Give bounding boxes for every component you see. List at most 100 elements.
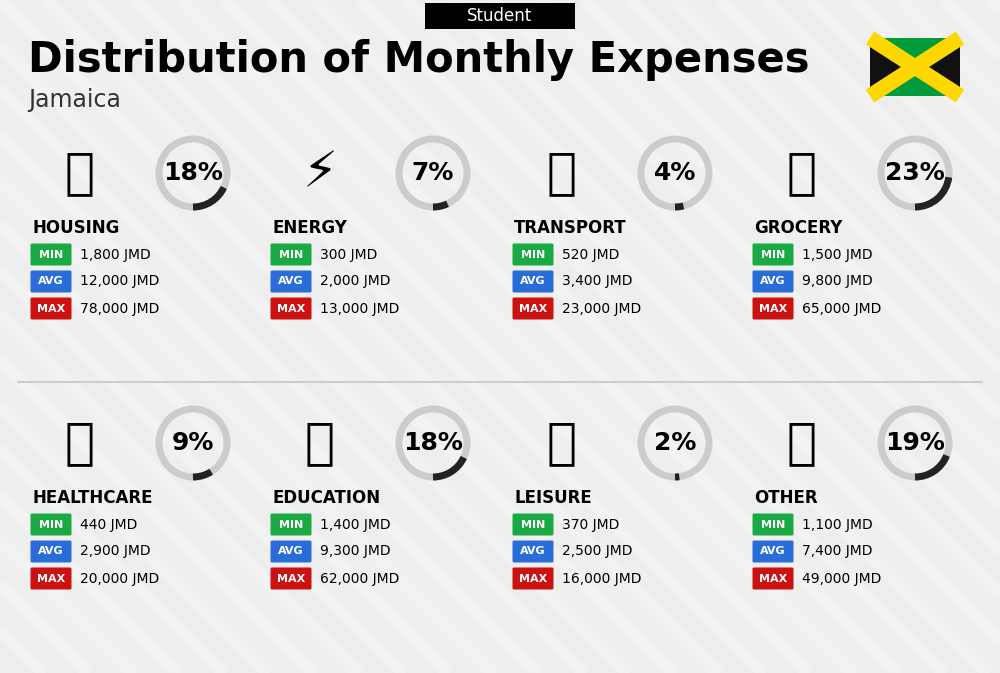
Text: MIN: MIN xyxy=(521,250,545,260)
Text: 23%: 23% xyxy=(885,161,945,185)
Text: 4%: 4% xyxy=(654,161,696,185)
FancyBboxPatch shape xyxy=(270,297,312,320)
FancyBboxPatch shape xyxy=(512,567,554,590)
Polygon shape xyxy=(870,67,960,96)
Text: Jamaica: Jamaica xyxy=(28,88,121,112)
Text: MAX: MAX xyxy=(759,304,787,314)
Text: OTHER: OTHER xyxy=(754,489,818,507)
Text: 520 JMD: 520 JMD xyxy=(562,248,619,262)
FancyBboxPatch shape xyxy=(753,513,794,536)
Text: 12,000 JMD: 12,000 JMD xyxy=(80,275,159,289)
Text: HEALTHCARE: HEALTHCARE xyxy=(32,489,152,507)
FancyBboxPatch shape xyxy=(753,297,794,320)
Text: 9%: 9% xyxy=(172,431,214,455)
Text: 65,000 JMD: 65,000 JMD xyxy=(802,302,881,316)
Text: ENERGY: ENERGY xyxy=(272,219,347,237)
Text: TRANSPORT: TRANSPORT xyxy=(514,219,627,237)
Text: 49,000 JMD: 49,000 JMD xyxy=(802,571,881,586)
Polygon shape xyxy=(870,38,960,67)
Text: 🎓: 🎓 xyxy=(305,419,335,467)
Text: MIN: MIN xyxy=(39,250,63,260)
Text: Distribution of Monthly Expenses: Distribution of Monthly Expenses xyxy=(28,39,810,81)
Text: 2%: 2% xyxy=(654,431,696,455)
Text: MAX: MAX xyxy=(759,573,787,583)
Text: 370 JMD: 370 JMD xyxy=(562,518,619,532)
Text: MAX: MAX xyxy=(37,304,65,314)
Polygon shape xyxy=(915,38,960,96)
Text: 16,000 JMD: 16,000 JMD xyxy=(562,571,642,586)
Text: AVG: AVG xyxy=(760,546,786,557)
FancyBboxPatch shape xyxy=(270,540,312,563)
Text: MAX: MAX xyxy=(519,573,547,583)
Text: AVG: AVG xyxy=(520,546,546,557)
Text: 2,900 JMD: 2,900 JMD xyxy=(80,544,151,559)
Text: AVG: AVG xyxy=(520,277,546,287)
Text: MAX: MAX xyxy=(277,573,305,583)
Text: AVG: AVG xyxy=(278,277,304,287)
FancyBboxPatch shape xyxy=(512,513,554,536)
Text: 2,500 JMD: 2,500 JMD xyxy=(562,544,633,559)
Text: 1,500 JMD: 1,500 JMD xyxy=(802,248,873,262)
FancyBboxPatch shape xyxy=(30,540,72,563)
Text: 78,000 JMD: 78,000 JMD xyxy=(80,302,159,316)
Text: MIN: MIN xyxy=(761,520,785,530)
Text: AVG: AVG xyxy=(38,546,64,557)
Text: EDUCATION: EDUCATION xyxy=(272,489,380,507)
Text: 18%: 18% xyxy=(403,431,463,455)
FancyBboxPatch shape xyxy=(30,513,72,536)
FancyBboxPatch shape xyxy=(270,244,312,266)
Text: 1,400 JMD: 1,400 JMD xyxy=(320,518,391,532)
Text: 20,000 JMD: 20,000 JMD xyxy=(80,571,159,586)
Text: 440 JMD: 440 JMD xyxy=(80,518,137,532)
Text: 💰: 💰 xyxy=(787,419,817,467)
FancyBboxPatch shape xyxy=(753,244,794,266)
FancyBboxPatch shape xyxy=(30,271,72,293)
Text: 62,000 JMD: 62,000 JMD xyxy=(320,571,399,586)
Text: AVG: AVG xyxy=(278,546,304,557)
FancyBboxPatch shape xyxy=(870,38,960,96)
Text: 1,100 JMD: 1,100 JMD xyxy=(802,518,873,532)
Text: 9,300 JMD: 9,300 JMD xyxy=(320,544,391,559)
Text: 🛍: 🛍 xyxy=(547,419,577,467)
Text: 🏢: 🏢 xyxy=(65,149,95,197)
FancyBboxPatch shape xyxy=(512,271,554,293)
Text: 19%: 19% xyxy=(885,431,945,455)
FancyBboxPatch shape xyxy=(425,3,575,29)
FancyBboxPatch shape xyxy=(30,567,72,590)
Text: 300 JMD: 300 JMD xyxy=(320,248,377,262)
Text: HOUSING: HOUSING xyxy=(32,219,119,237)
Text: LEISURE: LEISURE xyxy=(514,489,592,507)
FancyBboxPatch shape xyxy=(270,271,312,293)
Text: 18%: 18% xyxy=(163,161,223,185)
Text: MIN: MIN xyxy=(521,520,545,530)
Text: 🚌: 🚌 xyxy=(547,149,577,197)
FancyBboxPatch shape xyxy=(270,567,312,590)
Text: 1,800 JMD: 1,800 JMD xyxy=(80,248,151,262)
FancyBboxPatch shape xyxy=(753,271,794,293)
Text: 13,000 JMD: 13,000 JMD xyxy=(320,302,399,316)
FancyBboxPatch shape xyxy=(30,244,72,266)
Text: ⚡: ⚡ xyxy=(302,149,338,197)
Text: 🏥: 🏥 xyxy=(65,419,95,467)
Text: 2,000 JMD: 2,000 JMD xyxy=(320,275,390,289)
Text: 🛒: 🛒 xyxy=(787,149,817,197)
Text: GROCERY: GROCERY xyxy=(754,219,842,237)
Polygon shape xyxy=(870,38,915,96)
Text: MAX: MAX xyxy=(519,304,547,314)
Text: AVG: AVG xyxy=(38,277,64,287)
Text: Student: Student xyxy=(467,7,533,25)
Text: MIN: MIN xyxy=(279,520,303,530)
Text: 3,400 JMD: 3,400 JMD xyxy=(562,275,633,289)
FancyBboxPatch shape xyxy=(30,297,72,320)
FancyBboxPatch shape xyxy=(270,513,312,536)
Text: 23,000 JMD: 23,000 JMD xyxy=(562,302,641,316)
FancyBboxPatch shape xyxy=(512,244,554,266)
Text: MIN: MIN xyxy=(279,250,303,260)
Text: AVG: AVG xyxy=(760,277,786,287)
Text: MAX: MAX xyxy=(277,304,305,314)
FancyBboxPatch shape xyxy=(512,540,554,563)
Text: MIN: MIN xyxy=(39,520,63,530)
Text: 9,800 JMD: 9,800 JMD xyxy=(802,275,873,289)
FancyBboxPatch shape xyxy=(753,567,794,590)
FancyBboxPatch shape xyxy=(753,540,794,563)
